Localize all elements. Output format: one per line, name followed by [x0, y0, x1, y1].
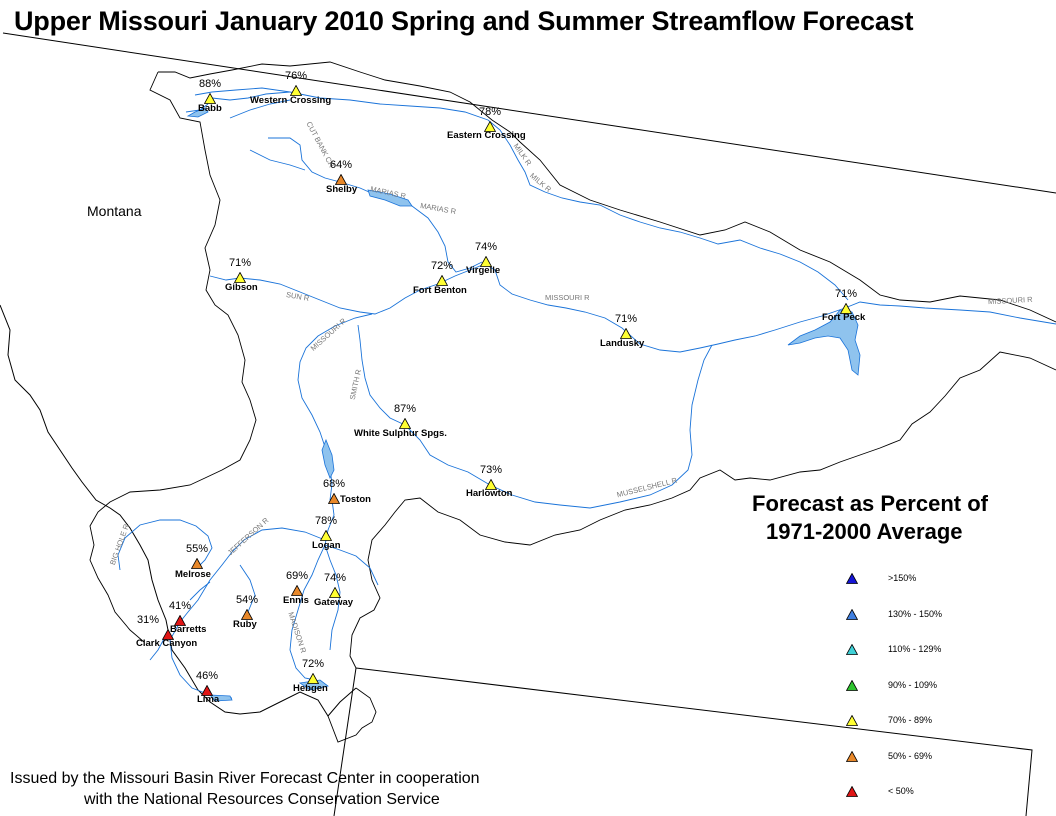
legend-label: 50% - 69%	[888, 750, 933, 761]
station-percent: 71%	[834, 288, 858, 300]
station-name: Melrose	[175, 569, 211, 580]
station-name: Ruby	[233, 619, 257, 630]
station-percent: 72%	[430, 260, 454, 272]
station-name: Gateway	[314, 597, 354, 608]
station-percent: 41%	[168, 600, 192, 612]
station-name: White Sulphur Spgs.	[354, 428, 447, 439]
station-marker-triangle-icon	[335, 174, 347, 185]
rivers	[117, 87, 1056, 699]
station-name: Toston	[340, 494, 371, 505]
legend-triangle-icon	[846, 750, 858, 762]
station-name: Fort Peck	[822, 312, 866, 323]
station-percent: 71%	[614, 313, 638, 325]
legend-triangle-icon	[846, 644, 858, 655]
station-marker-triangle-icon	[307, 673, 319, 684]
station-marker-triangle-icon	[480, 256, 492, 267]
legend-triangle-icon	[846, 786, 858, 797]
legend-title-line1: Forecast as Percent of	[752, 491, 988, 516]
legend-label: 70% - 89%	[888, 715, 933, 725]
map-title: Upper Missouri January 2010 Spring and S…	[14, 6, 914, 36]
station-percent: 73%	[479, 464, 503, 476]
station-name: Virgelle	[466, 265, 501, 276]
legend-triangle-icon	[846, 715, 858, 726]
station-name: Western Crossing	[250, 95, 332, 106]
footer: Issued by the Missouri Basin River Forec…	[10, 768, 480, 810]
station-marker-triangle-icon	[191, 558, 203, 569]
station-marker-triangle-icon	[328, 493, 340, 504]
station-percent: 76%	[284, 70, 308, 82]
station-percent: 31%	[136, 614, 160, 626]
station-marker-triangle-icon	[399, 418, 411, 429]
river-label-missouri: MISSOURI R	[545, 293, 590, 302]
station-marker-triangle-icon	[234, 272, 246, 283]
footer-line2: with the National Resources Conservation…	[84, 791, 440, 808]
station-percent: 55%	[185, 543, 209, 555]
legend-title: Forecast as Percent of 1971-2000 Average	[752, 490, 1042, 546]
station-marker-triangle-icon	[329, 587, 341, 598]
station-marker-triangle-icon	[620, 328, 632, 339]
station-name: Fort Benton	[413, 285, 467, 296]
legend-label: >150%	[888, 573, 917, 583]
basin-boundary	[89, 61, 1056, 743]
state-label-montana: Montana	[87, 203, 142, 219]
station-percent: 54%	[235, 594, 259, 606]
station-marker-triangle-icon	[291, 585, 303, 596]
station-percent: 87%	[393, 403, 417, 415]
station-name: Hebgen	[293, 683, 328, 694]
station-marker-triangle-icon	[290, 85, 302, 96]
station-percent: 74%	[474, 241, 498, 253]
legend-title-line2: 1971-2000 Average	[766, 519, 963, 544]
station-name: Harlowton	[466, 488, 513, 499]
station-marker-triangle-icon	[840, 303, 852, 314]
reservoirs	[186, 107, 861, 702]
legend-triangle-icon	[846, 573, 858, 584]
station-percent: 72%	[301, 658, 325, 670]
legend-label: 110% - 129%	[888, 644, 942, 654]
station-marker-triangle-icon	[320, 530, 332, 541]
station-name: Logan	[312, 540, 341, 551]
legend-triangle-icon	[846, 679, 858, 691]
state-boundaries	[0, 32, 1056, 816]
station-marker-triangle-icon	[174, 615, 186, 626]
station-name: Shelby	[326, 184, 358, 195]
station-marker-triangle-icon	[436, 275, 448, 286]
station-percent: 46%	[195, 670, 219, 682]
station-marker-triangle-icon	[241, 609, 253, 620]
station-marker-triangle-icon	[162, 629, 174, 640]
station-marker-triangle-icon	[201, 685, 213, 696]
station-marker-triangle-icon	[204, 93, 216, 104]
station-name: Ennis	[283, 595, 309, 606]
station-percent: 74%	[323, 572, 347, 584]
station-percent: 71%	[228, 257, 252, 269]
legend-label: 90% - 109%	[888, 679, 938, 690]
station-name: Gibson	[225, 282, 258, 293]
station-percent: 78%	[314, 515, 338, 527]
footer-line1: Issued by the Missouri Basin River Forec…	[10, 770, 480, 787]
station-percent: 78%	[478, 106, 502, 118]
station-name: Lima	[197, 694, 220, 705]
station-percent: 69%	[285, 570, 309, 582]
station-name: Landusky	[600, 338, 645, 349]
station-marker-triangle-icon	[485, 479, 497, 490]
station-percent: 68%	[322, 478, 346, 490]
station-marker-triangle-icon	[484, 121, 496, 132]
station-name: Eastern Crossing	[447, 130, 526, 141]
legend-triangle-icon	[846, 608, 858, 620]
station-name: Clark Canyon	[136, 638, 198, 649]
station-name: Barretts	[170, 624, 207, 635]
station-percent: 88%	[198, 78, 222, 90]
legend-label: 130% - 150%	[888, 608, 943, 619]
station-name: Babb	[198, 103, 222, 114]
legend-label: < 50%	[888, 786, 914, 796]
station-percent: 64%	[329, 159, 353, 171]
